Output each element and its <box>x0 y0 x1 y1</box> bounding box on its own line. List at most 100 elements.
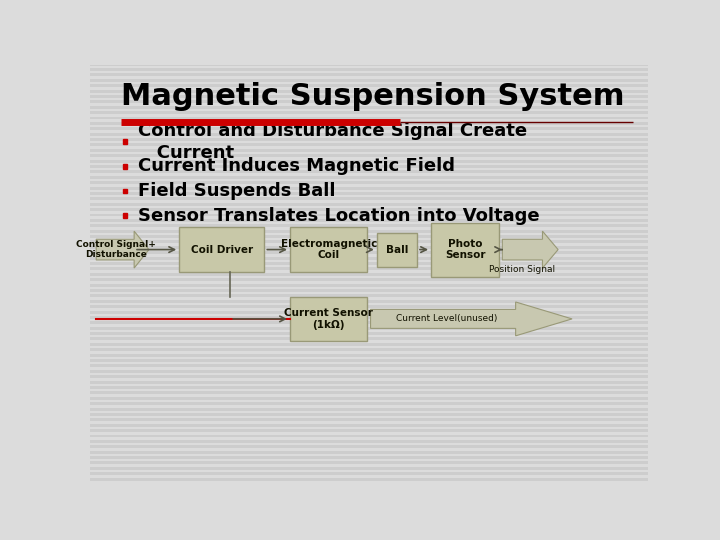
Bar <box>90 79 648 82</box>
Bar <box>90 95 648 98</box>
Bar <box>90 106 648 109</box>
Bar <box>90 63 648 65</box>
Bar <box>90 294 648 298</box>
Bar <box>90 354 648 356</box>
Text: Position Signal: Position Signal <box>489 266 555 274</box>
Bar <box>90 171 648 173</box>
Bar <box>90 144 648 146</box>
Bar <box>90 100 648 103</box>
Bar <box>90 219 648 222</box>
Bar <box>90 392 648 394</box>
Bar <box>90 90 648 92</box>
Bar <box>122 189 127 193</box>
Bar <box>290 296 367 341</box>
Bar <box>90 310 648 314</box>
Bar <box>90 359 648 362</box>
Bar <box>122 213 127 218</box>
Text: Electromagnetic
Coil: Electromagnetic Coil <box>281 239 377 260</box>
Bar <box>90 149 648 152</box>
Bar <box>90 84 648 87</box>
Bar <box>90 408 648 410</box>
Bar <box>90 68 648 71</box>
Bar <box>90 348 648 351</box>
Bar <box>90 267 648 271</box>
Bar <box>90 472 648 475</box>
Bar <box>377 233 417 267</box>
Bar <box>90 181 648 184</box>
Text: Current Level(unused): Current Level(unused) <box>397 314 498 323</box>
Bar <box>90 176 648 179</box>
Bar <box>90 273 648 276</box>
Bar <box>90 413 648 416</box>
Bar <box>90 386 648 389</box>
Polygon shape <box>371 302 572 336</box>
Bar <box>90 316 648 319</box>
Bar <box>90 224 648 227</box>
Bar <box>90 440 648 443</box>
Bar <box>431 222 499 276</box>
Bar <box>90 213 648 217</box>
Bar <box>90 456 648 459</box>
Polygon shape <box>96 231 149 268</box>
Bar <box>90 305 648 308</box>
Bar <box>90 446 648 448</box>
Bar <box>90 397 648 400</box>
Bar <box>90 160 648 163</box>
Bar <box>90 424 648 427</box>
Bar <box>90 370 648 373</box>
Bar <box>90 327 648 330</box>
Bar <box>90 435 648 437</box>
Bar <box>90 338 648 340</box>
Bar <box>90 418 648 421</box>
Text: Field Suspends Ball: Field Suspends Ball <box>138 182 336 200</box>
Bar <box>90 332 648 335</box>
Bar <box>90 154 648 157</box>
Bar <box>122 164 127 168</box>
Text: Control and Disturbance Signal Create
   Current: Control and Disturbance Signal Create Cu… <box>138 122 527 161</box>
Bar <box>122 139 127 144</box>
Bar <box>90 251 648 254</box>
Text: Sensor Translates Location into Voltage: Sensor Translates Location into Voltage <box>138 207 540 225</box>
Bar <box>90 462 648 464</box>
Bar <box>90 165 648 168</box>
Bar <box>90 429 648 432</box>
Text: Current Sensor
(1kΩ): Current Sensor (1kΩ) <box>284 308 373 330</box>
Bar <box>90 278 648 281</box>
Bar <box>90 122 648 125</box>
Bar <box>90 381 648 383</box>
Bar <box>90 187 648 190</box>
Text: Magnetic Suspension System: Magnetic Suspension System <box>121 82 624 111</box>
Bar <box>90 246 648 249</box>
Bar <box>90 300 648 303</box>
Bar <box>90 133 648 136</box>
Bar <box>90 451 648 454</box>
Bar <box>90 240 648 244</box>
Bar <box>90 230 648 233</box>
Bar <box>179 227 264 272</box>
Bar <box>90 197 648 200</box>
Bar <box>90 208 648 211</box>
Bar <box>90 127 648 130</box>
Bar <box>90 343 648 346</box>
Bar <box>90 402 648 405</box>
Bar <box>90 117 648 119</box>
Text: Coil Driver: Coil Driver <box>191 245 253 254</box>
Polygon shape <box>503 231 558 268</box>
Bar <box>90 375 648 378</box>
Bar <box>90 262 648 265</box>
Bar <box>90 467 648 470</box>
Bar <box>90 202 648 206</box>
Bar <box>90 289 648 292</box>
Bar <box>90 364 648 367</box>
Bar <box>90 73 648 76</box>
Bar <box>90 111 648 114</box>
Bar <box>90 192 648 195</box>
Text: Current Induces Magnetic Field: Current Induces Magnetic Field <box>138 158 455 176</box>
Bar <box>290 227 367 272</box>
Bar <box>90 138 648 141</box>
Text: Control Signal+
Disturbance: Control Signal+ Disturbance <box>76 240 156 259</box>
Bar <box>90 284 648 287</box>
Bar <box>90 321 648 325</box>
Bar <box>90 256 648 260</box>
Text: Ball: Ball <box>386 245 408 254</box>
